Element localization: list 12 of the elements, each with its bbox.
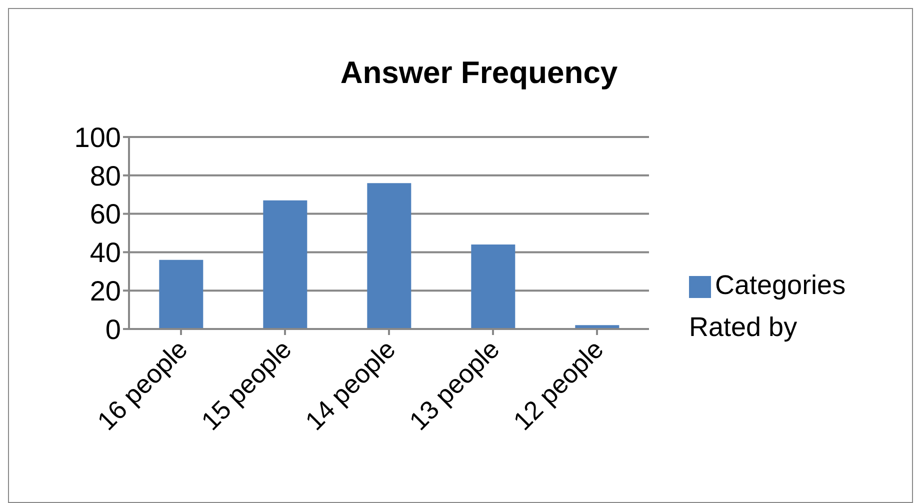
bar	[367, 183, 412, 329]
y-tick-label: 80	[90, 160, 121, 192]
y-tick-label: 20	[90, 276, 121, 307]
bar	[263, 200, 308, 329]
chart-title: Answer Frequency	[339, 55, 619, 91]
y-tick-label: 100	[74, 122, 121, 153]
y-tick-label: 0	[105, 314, 121, 345]
bar	[159, 260, 204, 329]
bar	[471, 244, 516, 329]
legend-label: Categories Rated by	[689, 270, 846, 342]
y-tick-label: 60	[90, 198, 121, 230]
y-tick-label: 40	[90, 237, 121, 268]
